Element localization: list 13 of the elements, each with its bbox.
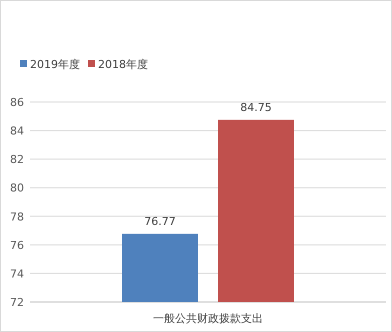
y-tick-label: 76 <box>10 238 24 252</box>
legend-label: 2018年度 <box>98 58 148 71</box>
data-label: 84.75 <box>240 100 272 114</box>
legend-label: 2019年度 <box>30 58 80 71</box>
y-tick-label: 84 <box>10 124 24 138</box>
y-tick-label: 80 <box>10 182 24 195</box>
y-tick-label: 86 <box>10 96 24 109</box>
x-tick-label: 一般公共财政拨款支出 <box>153 312 263 325</box>
y-tick-label: 78 <box>10 210 24 224</box>
y-tick-label: 72 <box>10 296 24 309</box>
y-tick-label: 82 <box>10 153 24 166</box>
y-tick-label: 74 <box>10 267 24 280</box>
data-label: 76.77 <box>144 214 176 228</box>
